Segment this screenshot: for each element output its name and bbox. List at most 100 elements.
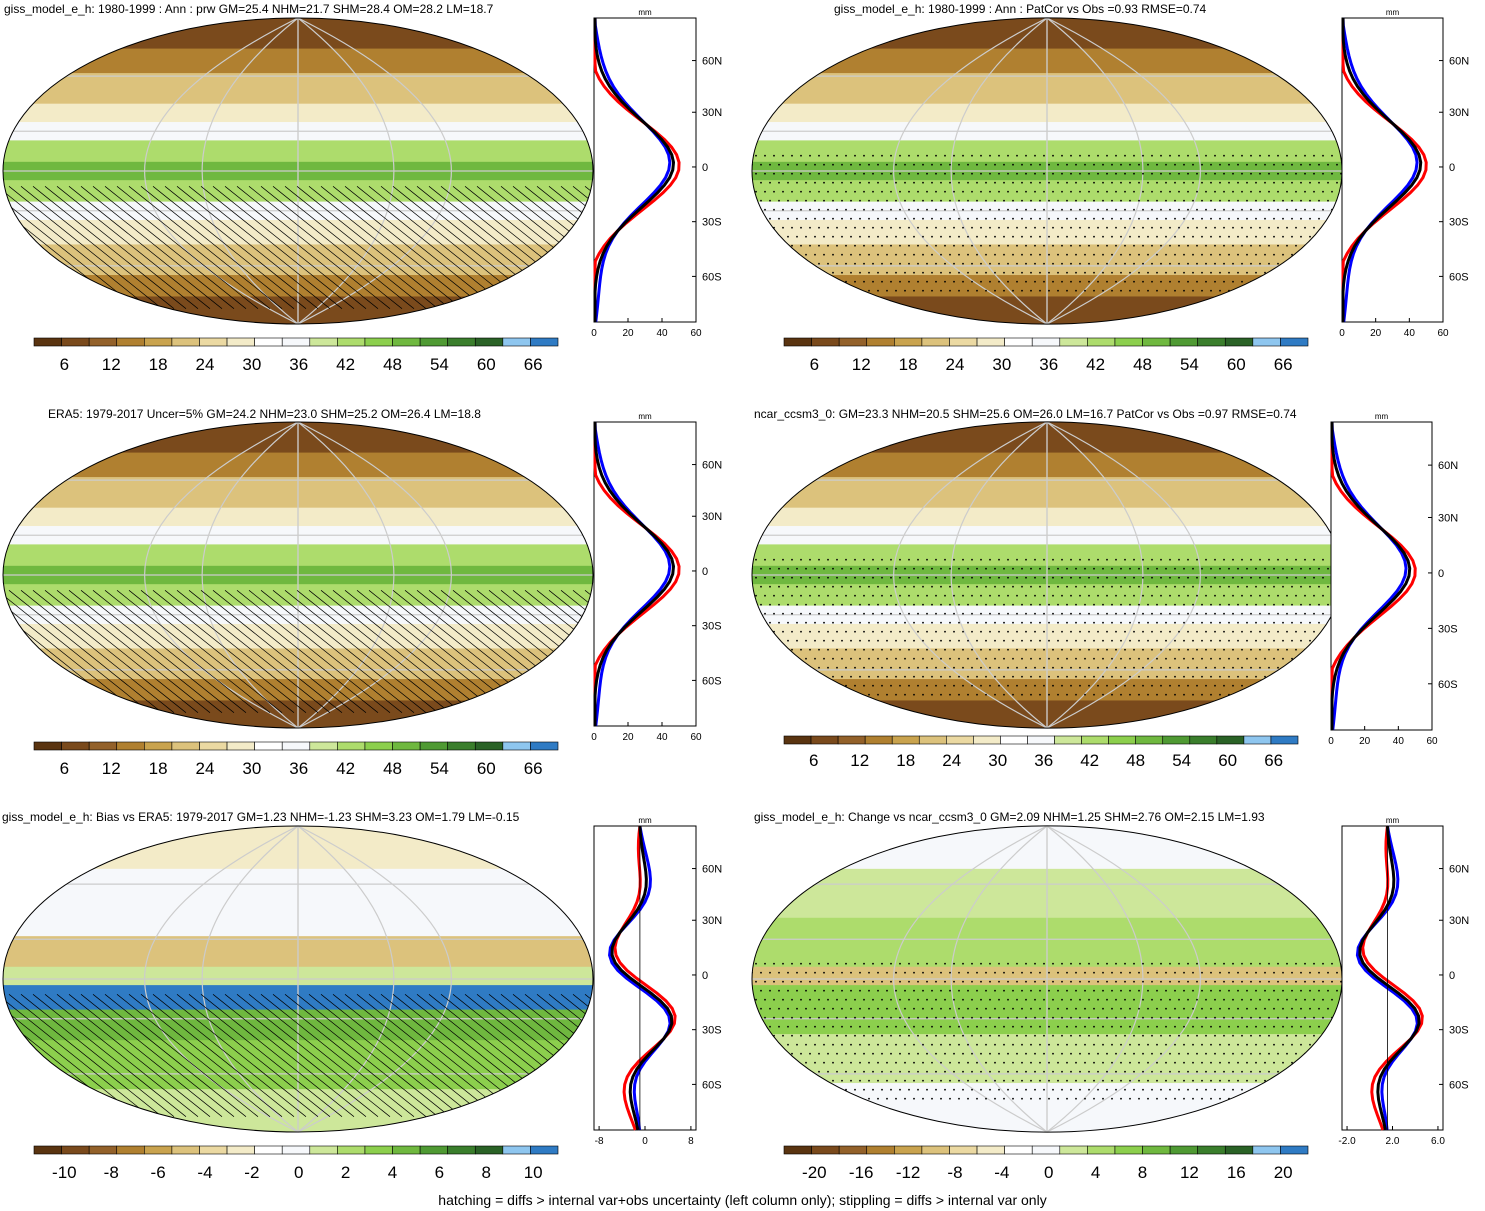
colorbar-swatch [1280,337,1309,347]
colorbar-swatch [502,1145,531,1155]
zonal-mean-profile-5: mm 60N 30N 0 30S 60S -8 0 8 [593,816,722,1147]
lat-tick-label: 0 [702,566,708,578]
colorbar-swatch [254,1145,283,1155]
colorbar-swatch [33,1145,62,1155]
colorbar-tick-label: 48 [1133,355,1152,374]
profile-line-mean [610,825,674,1131]
colorbar-swatch [838,337,868,347]
colorbar-tick-label: 30 [992,355,1011,374]
colorbar-tick-label: 24 [946,355,965,374]
colorbar-tick-label: 24 [196,355,215,374]
colorbar-swatch [392,741,421,751]
colorbar-swatch [88,1145,118,1155]
colorbar-swatch [973,735,1001,745]
colorbar-swatch [144,337,173,347]
colorbar-swatch [949,337,978,347]
profile-x-tick-label: 8 [688,1136,694,1147]
colorbar-tick-label: 60 [1227,355,1246,374]
colorbar-swatch [866,1145,895,1155]
colorbar-tick-label: 30 [242,759,261,778]
colorbar-swatch [1169,1145,1198,1155]
lat-tick-label: 0 [702,970,708,982]
colorbar-swatch [392,337,421,347]
colorbar-swatch [171,741,200,751]
profile-x-tick-label: 6.0 [1431,1136,1445,1147]
colorbar-tick-label: 4 [388,1163,397,1182]
colorbar-swatch [837,735,866,745]
colorbar-swatch [1252,337,1281,347]
colorbar-swatch [1031,1145,1061,1155]
profile-unit-label: mm [1386,8,1400,17]
colorbar-tick-label: 60 [477,355,496,374]
colorbar-tick-label: 66 [524,355,543,374]
colorbar-tick-label: 42 [1080,751,1099,770]
colorbar-tick-label: 24 [196,759,215,778]
colorbar-tick-label: 16 [1227,1163,1246,1182]
colorbar-swatch [116,741,145,751]
profile-line-obs [608,825,672,1131]
colorbar-tick-label: -4 [994,1163,1009,1182]
colorbar-tick-label: 12 [850,751,869,770]
colorbar-swatch [88,337,118,347]
colorbar-tick-label: 42 [336,355,355,374]
profile-line-mean [1330,422,1412,730]
colorbar-swatch [810,735,839,745]
colorbar-swatch [1162,735,1191,745]
colorbar-swatch [811,337,840,347]
lat-tick-label: 30N [702,915,722,927]
zonal-mean-profile-3: mm 60N 30N 0 30S 60S 0 20 40 60 [591,412,722,743]
panel-title-3: ERA5: 1979-2017 Uncer=5% GM=24.2 NHM=23.… [48,407,481,421]
colorbar-swatch [530,1145,559,1155]
colorbar-swatch [447,1145,476,1155]
colorbar-swatch [1087,1145,1116,1155]
zonal-mean-profile-2: mm 60N 30N 0 30S 60S 0 20 40 60 [1339,8,1469,339]
profile-unit-label: mm [638,816,652,825]
lat-tick-label: 30N [1449,915,1469,927]
zonal-mean-profile-6: mm 60N 30N 0 30S 60S -2.0 2.0 6.0 [1338,816,1469,1147]
colorbar-swatch [474,1145,504,1155]
colorbar-swatch [1197,1145,1226,1155]
colorbar-swatch [1197,337,1226,347]
colorbar-swatch [894,337,923,347]
colorbar-tick-label: 18 [149,355,168,374]
profile-line-mean [1358,825,1421,1131]
profile-unit-label: mm [638,8,652,17]
lat-tick-label: 60N [1449,56,1469,68]
colorbar-tick-label: 6 [810,355,819,374]
colorbar-tick-label: 60 [1218,751,1237,770]
profile-x-tick-label: 60 [1437,328,1449,339]
colorbar-swatch [33,337,62,347]
colorbar-tick-label: 66 [1264,751,1283,770]
colorbar-tick-label: 6 [809,751,818,770]
colorbar-swatch [946,735,974,745]
colorbar-swatch [281,1145,311,1155]
colorbar-tick-label: 18 [899,355,918,374]
profile-x-tick-label: 60 [690,732,702,743]
colorbar-swatch [811,1145,840,1155]
profile-line-model [1341,18,1428,322]
colorbar-swatch [337,1145,366,1155]
colorbar-tick-label: -16 [849,1163,874,1182]
profile-line-obs [593,421,672,727]
colorbar-tick-label: 54 [1172,751,1191,770]
map-panel-4 [751,421,1343,729]
lat-tick-label: 60S [702,1079,722,1091]
colorbar-swatch [1252,1145,1281,1155]
profile-x-tick-label: 0 [591,328,597,339]
colorbar-swatch [447,337,476,347]
colorbar-swatch [894,1145,923,1155]
colorbar-swatch [226,741,255,751]
panel-title-4: ncar_ccsm3_0: GM=23.3 NHM=20.5 SHM=25.6 … [754,407,1297,421]
colorbar-swatch [1135,735,1164,745]
colorbar-swatch [144,741,173,751]
profile-x-tick-label: -8 [595,1136,604,1147]
profile-line-mean [1341,18,1423,322]
colorbar-swatch [226,1145,255,1155]
colorbar-swatch [1114,1145,1143,1155]
colorbar-tick-label: -2 [244,1163,259,1182]
profile-line-model [593,18,681,322]
colorbar-swatch [364,337,393,347]
colorbar-tick-label: 24 [942,751,961,770]
profile-x-tick-label: 60 [690,328,702,339]
stippling-overlay [751,962,1342,1100]
